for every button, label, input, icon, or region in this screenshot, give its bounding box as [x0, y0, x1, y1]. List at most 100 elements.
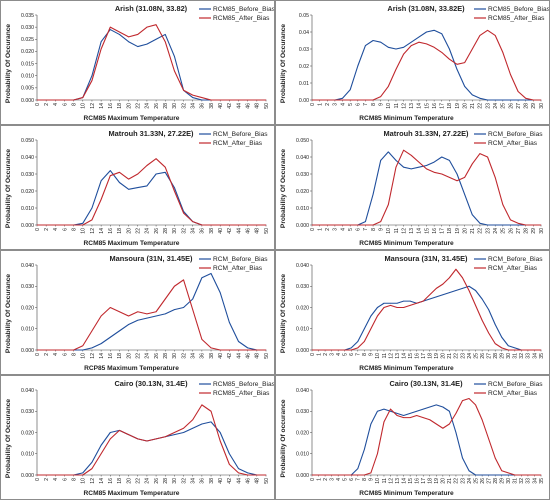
data-point	[456, 63, 458, 65]
x-tick-label: 6	[62, 353, 68, 356]
data-point	[238, 224, 239, 226]
x-tick-label: 30	[172, 228, 178, 234]
data-point	[357, 341, 359, 342]
x-tick-label: 15	[424, 228, 430, 234]
x-tick-label: 14	[401, 353, 407, 359]
x-tick-label: 24	[145, 103, 151, 109]
x-tick-label: 46	[245, 478, 251, 484]
y-axis-label: Probability Of occurance	[280, 399, 287, 477]
x-tick-label: 2	[44, 228, 50, 231]
legend-entry: RCM85_After_Bias	[213, 390, 270, 397]
x-axis-label: RCM85 Maximum Temperature	[84, 240, 180, 247]
data-point	[365, 45, 366, 46]
data-point	[435, 423, 437, 425]
data-point	[100, 48, 102, 50]
x-tick-label: 21	[447, 353, 453, 359]
data-point	[192, 94, 194, 96]
data-point	[324, 474, 326, 476]
data-point	[36, 224, 38, 226]
y-tick-label: 0.04	[299, 30, 309, 36]
y-tick-label: 0.050	[21, 138, 34, 144]
data-point	[488, 438, 490, 440]
data-point	[331, 349, 332, 351]
data-point	[517, 99, 519, 101]
x-tick-label: 22	[454, 478, 460, 484]
x-tick-label: 20	[126, 353, 132, 359]
data-point	[64, 99, 65, 101]
y-axis-label: Probability Of Occurance	[5, 274, 12, 353]
chart-panel-3: Matrouh 31.33N, 27.22E) 0.000 0.010 0.020 0.…	[0, 125, 275, 250]
x-tick-label: 14	[99, 228, 105, 234]
legend-entry: RCM_Before_Bias	[488, 131, 543, 138]
data-point	[507, 474, 509, 476]
data-point	[210, 421, 212, 423]
data-point	[455, 290, 457, 291]
data-point	[517, 91, 519, 92]
data-point	[342, 224, 343, 226]
data-point	[128, 324, 129, 325]
x-tick-label: 30	[172, 103, 178, 109]
x-tick-label: 17	[421, 478, 427, 484]
x-tick-label: 5	[348, 228, 354, 231]
data-point	[410, 45, 412, 46]
series-line-before-bias	[37, 170, 266, 226]
y-tick-label: 0.020	[21, 49, 34, 55]
data-point	[533, 99, 534, 101]
y-tick-label: 0.010	[296, 327, 309, 333]
legend-entry: RCM85_Before_Bias	[213, 381, 274, 388]
data-point	[82, 472, 84, 474]
x-tick-label: 6	[356, 103, 362, 106]
data-point	[377, 410, 378, 412]
data-point	[137, 438, 139, 440]
data-point	[174, 285, 175, 287]
data-point	[256, 349, 258, 351]
x-tick-label: 48	[255, 478, 261, 484]
data-point	[119, 31, 120, 33]
data-point	[475, 474, 476, 476]
x-axis-label: RCP85 Maximum Temperature	[84, 365, 179, 372]
data-point	[510, 99, 511, 101]
data-point	[342, 97, 343, 99]
data-point	[442, 427, 444, 429]
data-point	[433, 171, 435, 173]
x-tick-label: 5	[348, 103, 354, 106]
data-point	[229, 322, 230, 323]
y-tick-label: 0.040	[296, 263, 309, 269]
x-tick-label: 0	[310, 228, 316, 231]
data-point	[349, 89, 351, 91]
data-point	[403, 149, 404, 151]
data-point	[109, 29, 111, 30]
x-tick-label: 9	[369, 478, 375, 481]
data-point	[201, 277, 203, 279]
data-point	[502, 99, 504, 101]
data-point	[487, 156, 488, 158]
x-tick-label: 4	[340, 228, 346, 231]
chart-title: Cairo (30.13N, 31.4E)	[389, 379, 463, 388]
data-point	[319, 99, 320, 101]
x-tick-label: 3	[329, 478, 335, 481]
data-point	[128, 188, 129, 190]
x-tick-label: 28	[163, 103, 169, 109]
x-tick-label: 0	[310, 103, 316, 106]
y-tick-label: 0.05	[299, 13, 309, 19]
data-point	[119, 430, 120, 431]
legend-entry: RCM85_Before_Bias	[213, 6, 274, 13]
data-point	[365, 99, 366, 101]
y-tick-label: 0.000	[21, 473, 34, 479]
data-point	[468, 285, 470, 287]
data-point	[422, 408, 424, 410]
data-point	[426, 43, 427, 45]
data-point	[100, 343, 102, 344]
y-tick-label: 0.030	[21, 409, 34, 415]
data-point	[357, 65, 359, 67]
chart-panel-2: Arish (31.08N, 33.82E) 0.00 0.01 0.02 0.03 0.…	[275, 0, 550, 125]
data-point	[396, 307, 398, 308]
data-point	[534, 474, 535, 476]
data-point	[380, 221, 382, 222]
x-tick-label: 18	[117, 228, 123, 234]
x-tick-label: 24	[145, 353, 151, 359]
data-point	[449, 160, 450, 161]
y-tick-label: 0.030	[21, 284, 34, 290]
data-point	[192, 298, 194, 300]
data-point	[387, 204, 389, 205]
